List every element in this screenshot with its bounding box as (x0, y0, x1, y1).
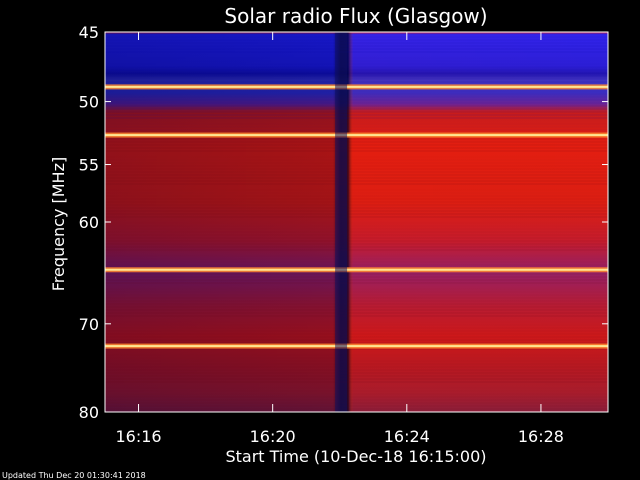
bright-band-core (105, 85, 608, 88)
intensity-overlay (105, 32, 608, 412)
x-tick-label: 16:16 (115, 427, 161, 446)
x-tick-label: 16:20 (250, 427, 296, 446)
y-tick-label: 80 (79, 403, 99, 422)
bright-band-core (105, 268, 608, 271)
x-axis: 16:16 16:20 16:24 16:28 (115, 32, 564, 446)
plot-area (104, 31, 609, 413)
dark-gap (335, 32, 348, 412)
bright-band-core (105, 134, 608, 137)
y-tick-label: 60 (79, 213, 99, 232)
x-axis-label: Start Time (10-Dec-18 16:15:00) (225, 447, 486, 466)
y-tick-label: 55 (79, 156, 99, 175)
x-tick-label: 16:24 (384, 427, 430, 446)
y-axis: 45 50 55 60 70 80 (79, 23, 608, 422)
chart-title: Solar radio Flux (Glasgow) (224, 4, 487, 28)
bright-band-core (105, 345, 608, 348)
y-tick-label: 50 (79, 93, 99, 112)
y-axis-label: Frequency [MHz] (49, 157, 68, 291)
footer-updated-text: Updated Thu Dec 20 01:30:41 2018 (2, 471, 146, 480)
y-tick-label: 70 (79, 315, 99, 334)
y-tick-label: 45 (79, 23, 99, 42)
x-tick-label: 16:28 (518, 427, 564, 446)
